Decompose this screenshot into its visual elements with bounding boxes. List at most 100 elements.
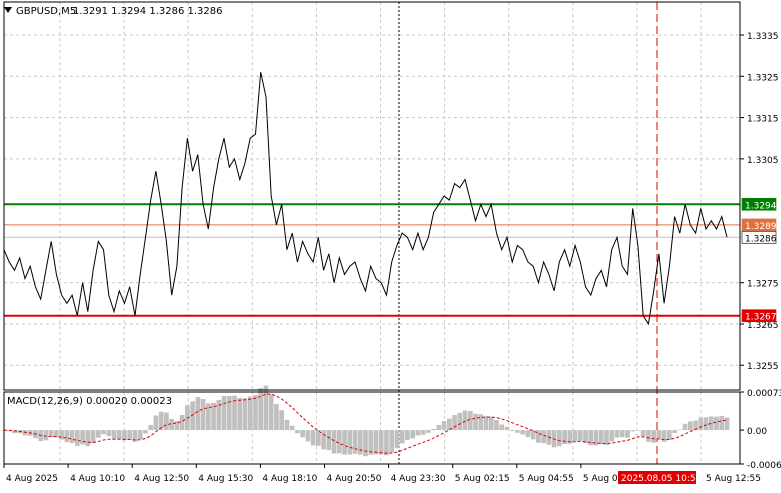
- price-level-tag-label: 1.3286: [745, 234, 777, 244]
- macd-histogram-bar: [357, 430, 363, 455]
- macd-histogram-bar: [473, 413, 478, 431]
- macd-histogram-bar: [667, 430, 672, 440]
- price-level-tag: [741, 309, 777, 323]
- macd-histogram-bar: [132, 430, 138, 442]
- time-axis: 4 Aug 2025 4 Aug 10:10 4 Aug 12:50 4 Aug 15…: [3, 464, 761, 484]
- price-level-tag-label: 1.3294: [745, 201, 777, 211]
- macd-histogram-bar: [342, 430, 347, 455]
- macd-histogram-bar: [478, 414, 484, 431]
- macd-histogram-bar: [179, 414, 185, 431]
- macd-histogram-bar: [48, 430, 54, 437]
- macd-tick-label: 0.00073: [747, 389, 781, 399]
- macd-histogram-bar: [583, 430, 588, 443]
- macd-histogram-bar: [672, 430, 677, 434]
- macd-histogram-bar: [452, 415, 457, 431]
- vertical-separators: [398, 2, 658, 464]
- macd-histogram-bar: [279, 410, 285, 431]
- macd-histogram-bar: [446, 418, 452, 431]
- x-tick-label: 4 Aug 10:10: [70, 474, 125, 484]
- macd-histogram-bar: [609, 430, 615, 442]
- macd-histogram-bar: [101, 430, 106, 435]
- price-level-tag-label: 1.3289: [745, 222, 777, 232]
- macd-histogram-bar: [268, 394, 274, 431]
- macd-histogram-bar: [577, 430, 583, 441]
- macd-histogram-bar: [363, 430, 368, 457]
- macd-histogram-bar: [116, 430, 122, 440]
- macd-histogram-bar: [703, 417, 709, 431]
- macd-histogram-bar: [247, 396, 253, 431]
- macd-histogram-bar: [148, 424, 154, 431]
- macd-histogram-bar: [295, 430, 300, 434]
- macd-histogram-bar: [714, 416, 719, 431]
- macd-histogram-bar: [436, 424, 442, 431]
- macd-histogram-bar: [536, 430, 541, 443]
- price-line-series: [3, 72, 728, 326]
- macd-histogram-bar: [221, 395, 227, 431]
- macd-histogram-bar: [708, 416, 714, 431]
- indicator-pane-frame: [3, 391, 741, 465]
- macd-histogram-bar: [635, 430, 641, 431]
- macd-histogram-bar: [426, 430, 431, 433]
- macd-histogram-bar: [394, 430, 400, 449]
- macd-histogram-bar: [525, 430, 531, 438]
- macd-histogram-bar: [488, 416, 494, 431]
- macd-histogram-bar: [111, 430, 117, 439]
- macd-histogram-bar: [174, 421, 180, 431]
- macd-histogram-bar: [336, 430, 342, 454]
- macd-histogram-bar: [75, 430, 80, 446]
- y-tick-label: 1.3255: [747, 362, 779, 372]
- x-tick-label: 4 Aug 15:30: [198, 474, 253, 484]
- macd-histogram-bar: [326, 430, 332, 451]
- macd-histogram-bar: [284, 419, 290, 431]
- macd-histogram-bar: [541, 430, 546, 444]
- x-tick-label: 4 Aug 20:50: [327, 474, 382, 484]
- macd-histogram-bar: [106, 430, 112, 437]
- macd-histogram-bar: [95, 430, 101, 438]
- macd-histogram-bar: [164, 412, 169, 431]
- macd-histogram-bar: [64, 430, 70, 443]
- price-series: [3, 72, 728, 326]
- macd-tick-label: 0.00: [747, 427, 767, 437]
- macd-histogram-bar: [368, 430, 374, 455]
- macd-histogram-bar: [384, 430, 389, 456]
- dropdown-triangle-icon[interactable]: [4, 7, 12, 13]
- macd-histogram-bar: [640, 430, 646, 437]
- macd-histogram-bar: [331, 430, 337, 454]
- macd-histogram-bar: [263, 385, 269, 431]
- macd-indicator: [1, 385, 730, 457]
- macd-histogram-bar: [651, 430, 656, 443]
- macd-histogram-bar: [467, 411, 473, 431]
- macd-histogram-bar: [399, 430, 405, 444]
- y-tick-label: 1.3305: [747, 156, 779, 166]
- price-level-tag-label: 1.3267: [745, 313, 777, 323]
- macd-histogram-bar: [656, 430, 662, 440]
- macd-histogram-bar: [499, 424, 505, 431]
- macd-histogram-bar: [693, 420, 698, 431]
- macd-histogram-bar: [567, 430, 573, 444]
- macd-histogram-bar: [300, 430, 305, 438]
- macd-histogram-bar: [557, 430, 562, 447]
- macd-histogram-bar: [593, 430, 599, 446]
- macd-histogram-bar: [347, 430, 353, 455]
- macd-histogram-bar: [588, 430, 594, 446]
- macd-histogram-bar: [169, 418, 174, 431]
- macd-histogram-bar: [719, 415, 725, 431]
- macd-histogram-bar: [614, 430, 620, 438]
- macd-histogram-bar: [289, 425, 295, 431]
- macd-tick-label: -0.00065: [747, 461, 781, 471]
- macd-histogram-bar: [69, 430, 75, 444]
- time-cursor-tag: [618, 471, 696, 484]
- macd-histogram-bar: [274, 404, 279, 431]
- macd-histogram-bar: [195, 397, 201, 431]
- macd-histogram-bar: [509, 430, 515, 432]
- macd-histogram-bar: [310, 430, 316, 446]
- macd-histogram-bar: [677, 429, 683, 431]
- macd-histogram-bar: [85, 430, 91, 447]
- macd-histogram-bar: [321, 430, 326, 450]
- x-tick-label: 5 Aug 07:...: [583, 474, 635, 484]
- macd-histogram-bar: [305, 430, 311, 442]
- x-tick-label: 4 Aug 12:50: [134, 474, 189, 484]
- macd-histogram-bar: [389, 430, 395, 453]
